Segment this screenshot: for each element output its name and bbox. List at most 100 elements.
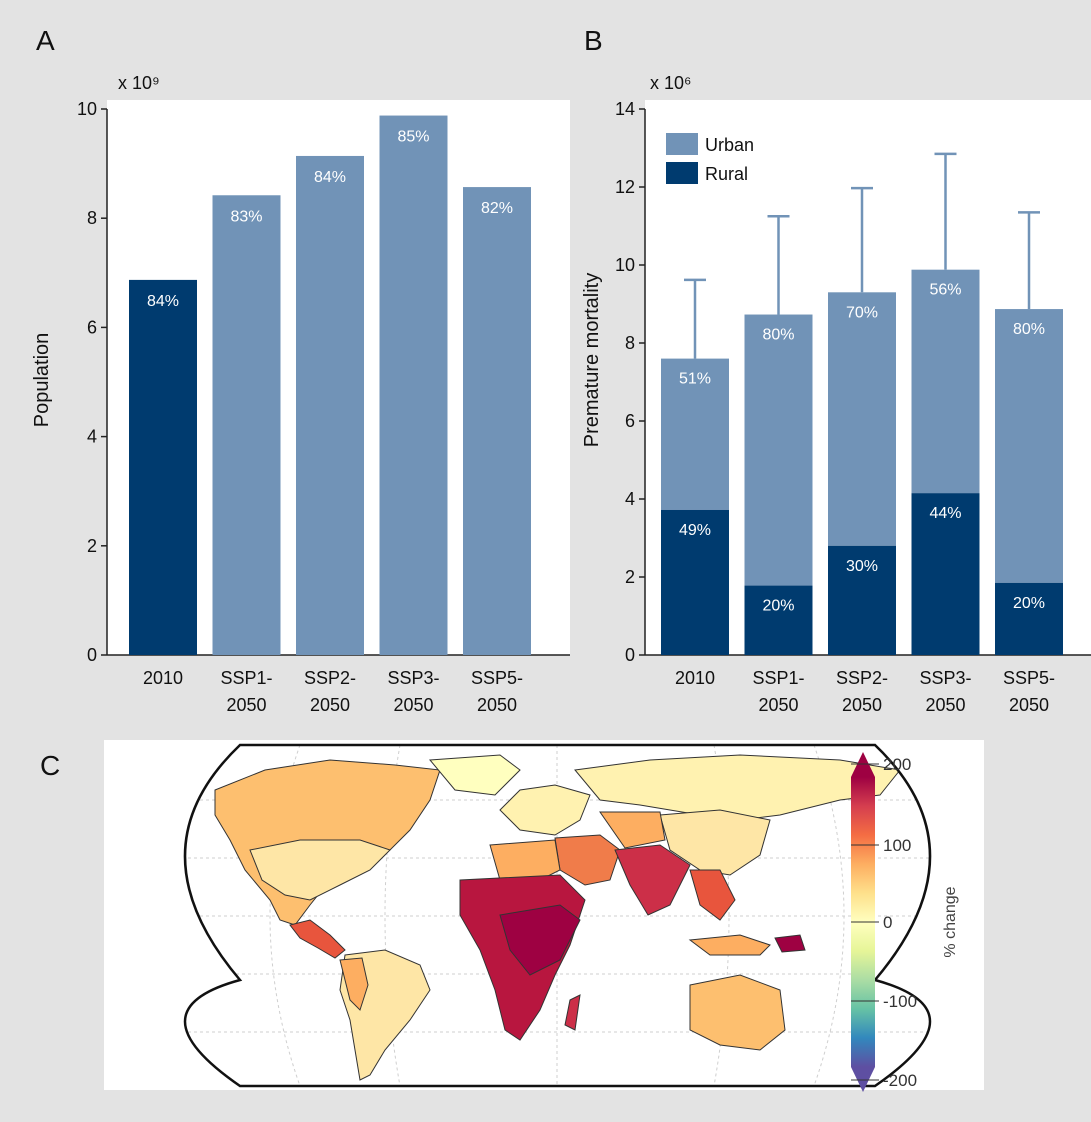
legend-label-rural: Rural bbox=[705, 164, 748, 184]
legend-swatch-rural bbox=[666, 162, 698, 184]
chart-b-multiplier: x 10⁶ bbox=[650, 73, 691, 93]
region-central-asia bbox=[599, 811, 666, 849]
chart-b-y-axis-label: Premature mortality bbox=[581, 273, 603, 448]
region-greenland bbox=[428, 754, 521, 796]
chart-b-y-tick-label: 0 bbox=[625, 645, 635, 665]
chart-a-multiplier: x 10⁹ bbox=[118, 73, 160, 93]
chart-b-bar-rural bbox=[995, 582, 1063, 655]
chart-b-y-tick-label: 12 bbox=[615, 177, 635, 197]
chart-a: x 10⁹ Population 0 2 4 6 8 10 84% 2010 83% SSP1- 2… bbox=[31, 73, 570, 715]
chart-b-bar-urban bbox=[828, 292, 896, 546]
chart-a-x-tick-label: SSP5- bbox=[471, 668, 523, 688]
colorbar: 200 100 0 -100 -200 % change bbox=[851, 752, 959, 1092]
legend-swatch-urban bbox=[666, 133, 698, 155]
region-madagascar bbox=[564, 994, 581, 1031]
colorbar-tick-label: 100 bbox=[883, 836, 911, 855]
chart-b-bar-label-urban: 80% bbox=[762, 327, 794, 344]
chart-b-y-tick-label: 14 bbox=[615, 99, 635, 119]
chart-b-x-tick-label: SSP3- bbox=[919, 668, 971, 688]
chart-b-bar-label-rural: 44% bbox=[929, 505, 961, 522]
chart-b-bar-urban bbox=[661, 358, 729, 510]
chart-b-bar-label-rural: 30% bbox=[846, 558, 878, 575]
chart-a-x-tick-label: 2050 bbox=[226, 695, 266, 715]
chart-a-bar bbox=[212, 195, 281, 655]
panel-a-label: A bbox=[36, 25, 55, 56]
chart-a-bar-label: 85% bbox=[397, 129, 429, 146]
chart-a-bar bbox=[296, 155, 364, 655]
chart-a-y-tick-label: 6 bbox=[87, 317, 97, 337]
chart-b-x-tick-label: 2010 bbox=[675, 668, 715, 688]
chart-b-bar-label-rural: 20% bbox=[1013, 595, 1045, 612]
legend-label-urban: Urban bbox=[705, 135, 754, 155]
region-usa bbox=[249, 839, 391, 901]
chart-b-bar-label-urban: 51% bbox=[679, 371, 711, 388]
chart-b-x-tick-label: SSP2- bbox=[836, 668, 888, 688]
chart-b-bar-rural bbox=[744, 585, 813, 655]
chart-a-bar bbox=[379, 115, 448, 655]
chart-a-bar bbox=[463, 187, 531, 655]
region-indonesia bbox=[688, 934, 771, 956]
colorbar-tick-label: 200 bbox=[883, 755, 911, 774]
chart-a-y-tick-label: 10 bbox=[77, 99, 97, 119]
chart-a-y-tick-label: 4 bbox=[87, 427, 97, 447]
region-png bbox=[774, 934, 806, 953]
chart-b-bar-urban bbox=[744, 314, 813, 586]
colorbar-tick-label: -200 bbox=[883, 1071, 917, 1090]
chart-a-x-tick-label: 2050 bbox=[310, 695, 350, 715]
chart-a-x-tick-label: SSP3- bbox=[387, 668, 439, 688]
chart-b-y-tick-label: 10 bbox=[615, 255, 635, 275]
region-china bbox=[659, 809, 771, 876]
chart-b-bar-label-urban: 80% bbox=[1013, 321, 1045, 338]
map-outline bbox=[183, 743, 932, 1088]
region-east-africa bbox=[499, 904, 581, 976]
chart-b-legend: Urban Rural bbox=[666, 133, 754, 184]
region-southeast-asia bbox=[689, 869, 736, 921]
region-north-africa bbox=[489, 839, 561, 881]
map-globe bbox=[185, 745, 930, 1086]
region-south-asia bbox=[614, 844, 691, 916]
colorbar-label: % change bbox=[942, 886, 959, 957]
chart-b-bar-label-urban: 70% bbox=[846, 304, 878, 321]
chart-a-y-tick-label: 2 bbox=[87, 536, 97, 556]
chart-b-x-tick-label: 2050 bbox=[925, 695, 965, 715]
chart-b-x-tick-label: SSP1- bbox=[752, 668, 804, 688]
chart-a-y-tick-label: 8 bbox=[87, 208, 97, 228]
chart-a-bar-label: 82% bbox=[481, 200, 513, 217]
chart-a-bar-label: 84% bbox=[314, 169, 346, 186]
region-australia bbox=[689, 974, 786, 1051]
chart-a-y-tick-label: 0 bbox=[87, 645, 97, 665]
chart-b-y-tick-label: 6 bbox=[625, 411, 635, 431]
colorbar-tick-label: -100 bbox=[883, 992, 917, 1011]
chart-a-bar-label: 83% bbox=[230, 208, 262, 225]
chart-b-x-tick-label: 2050 bbox=[758, 695, 798, 715]
chart-b-bar-label-urban: 56% bbox=[929, 282, 961, 299]
chart-b-y-tick-label: 8 bbox=[625, 333, 635, 353]
chart-b-x-tick-label: 2050 bbox=[1009, 695, 1049, 715]
colorbar-tick-label: 0 bbox=[883, 913, 892, 932]
chart-b-x-tick-label: SSP5- bbox=[1003, 668, 1055, 688]
chart-a-bar bbox=[129, 279, 197, 655]
chart-a-x-tick-label: SSP2- bbox=[304, 668, 356, 688]
chart-b-bar-label-rural: 20% bbox=[762, 598, 794, 615]
chart-b: x 10⁶ Premature mortality Urban Rural 0 2… bbox=[581, 73, 1091, 715]
map-countries bbox=[214, 754, 901, 1081]
chart-b-bar-rural bbox=[828, 545, 896, 655]
chart-a-x-tick-label: 2010 bbox=[143, 668, 183, 688]
chart-b-y-tick-label: 2 bbox=[625, 567, 635, 587]
region-russia-asia bbox=[574, 754, 901, 821]
chart-a-bar-label: 84% bbox=[147, 293, 179, 310]
chart-b-bar-urban bbox=[995, 309, 1063, 583]
chart-b-bar-urban bbox=[911, 269, 980, 494]
region-europe bbox=[499, 784, 591, 836]
chart-b-bar-rural bbox=[661, 509, 729, 655]
chart-c-map: 200 100 0 -100 -200 % change bbox=[104, 740, 984, 1092]
chart-b-x-tick-label: 2050 bbox=[842, 695, 882, 715]
chart-b-bar-rural bbox=[911, 493, 980, 655]
chart-b-bar-label-rural: 49% bbox=[679, 522, 711, 539]
panel-b-label: B bbox=[584, 25, 603, 56]
panel-c-label: C bbox=[40, 750, 60, 781]
chart-a-x-tick-label: 2050 bbox=[477, 695, 517, 715]
region-south-america-west bbox=[339, 957, 369, 1011]
region-central-america bbox=[289, 919, 346, 959]
